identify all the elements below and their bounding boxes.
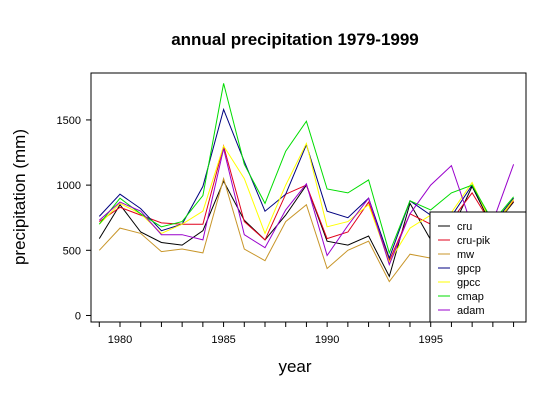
y-tick-label: 0 bbox=[75, 310, 81, 322]
x-tick-label: 1995 bbox=[418, 334, 442, 346]
x-tick-label: 1990 bbox=[315, 334, 339, 346]
x-axis-label: year bbox=[278, 357, 312, 376]
legend-label-cru-pik: cru-pik bbox=[457, 235, 491, 247]
series-line-adam bbox=[98, 148, 515, 267]
y-tick-label: 1500 bbox=[57, 115, 81, 127]
chart-title: annual precipitation 1979-1999 bbox=[171, 30, 419, 49]
legend-label-adam: adam bbox=[457, 305, 485, 317]
y-tick-label: 1000 bbox=[57, 180, 81, 192]
series-line-cmap bbox=[98, 83, 514, 255]
y-tick-label: 500 bbox=[63, 245, 81, 257]
x-tick-label: 1980 bbox=[108, 334, 132, 346]
legend-label-cmap: cmap bbox=[457, 291, 484, 303]
plot-frame bbox=[90, 72, 527, 323]
legend-box bbox=[429, 211, 527, 323]
legend-label-cru: cru bbox=[457, 221, 472, 233]
legend-label-gpcp: gpcp bbox=[457, 263, 481, 275]
x-tick-label: 1985 bbox=[211, 334, 235, 346]
legend-label-gpcc: gpcc bbox=[457, 277, 481, 289]
legend-label-mw: mw bbox=[457, 249, 474, 261]
